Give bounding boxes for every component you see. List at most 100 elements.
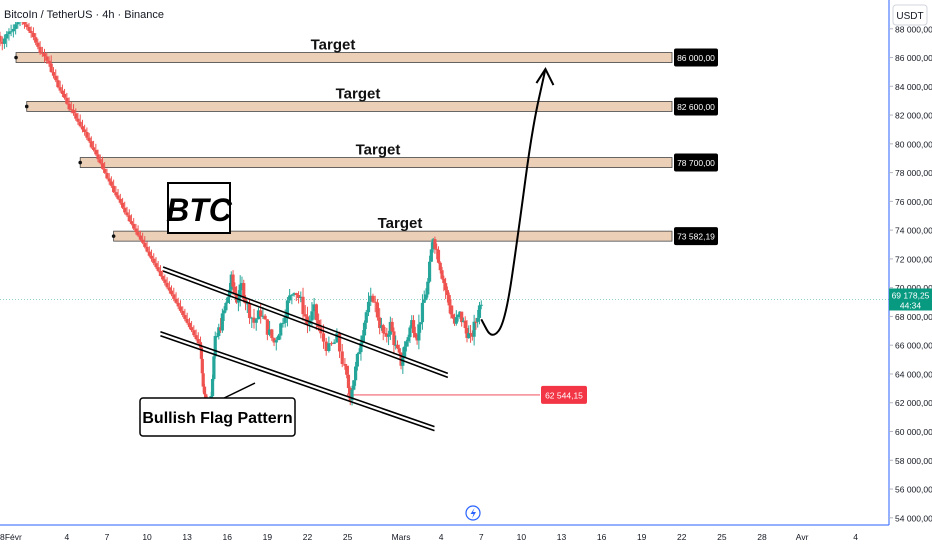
candle-body — [362, 322, 367, 336]
target-price-badge — [674, 153, 718, 172]
candle-body — [265, 319, 269, 335]
candle-body — [449, 305, 453, 315]
time-tick-label: 25 — [717, 532, 727, 542]
candle-body — [444, 283, 448, 291]
candle-body — [468, 333, 473, 335]
candle-body — [85, 132, 89, 138]
candle-body — [49, 63, 53, 73]
candle-body — [231, 274, 235, 287]
candle-body — [120, 202, 125, 208]
candle-body — [385, 333, 389, 337]
candle-body — [58, 87, 62, 91]
candle-body — [222, 310, 226, 314]
candle-body — [355, 353, 359, 367]
candle-body — [143, 242, 147, 247]
price-tick-label: 82 000,00 — [895, 111, 932, 121]
candle-body — [419, 322, 423, 325]
price-tick-label: 54 000,00 — [895, 513, 932, 523]
currency-badge[interactable] — [892, 4, 928, 26]
time-tick-label: 13 — [557, 532, 567, 542]
time-tick-label: Févr — [5, 532, 22, 542]
price-tick-label: 86 000,00 — [895, 53, 932, 63]
candle-body — [217, 327, 221, 336]
candle-body — [388, 321, 392, 335]
candle-body — [40, 52, 44, 54]
candle-body — [238, 284, 242, 298]
candle-body — [167, 287, 171, 291]
current-price-label: 69 178,25 — [892, 290, 930, 300]
candle-body — [174, 298, 178, 303]
candle-body — [397, 348, 401, 353]
target-zone-band[interactable] — [15, 52, 673, 63]
time-tick-label: 22 — [303, 532, 313, 542]
candle-body — [438, 262, 442, 271]
candle-body — [165, 282, 169, 288]
lightning-icon[interactable] — [465, 505, 481, 521]
candle-body — [125, 212, 129, 216]
candle-body — [267, 329, 272, 335]
candle-body — [47, 60, 51, 64]
time-axis[interactable]: 28Févr47101316192225Mars4710131619222528… — [0, 532, 858, 542]
target-label: Target — [378, 215, 423, 232]
candle-body — [335, 333, 339, 343]
time-tick-label: 4 — [439, 532, 444, 542]
candle-body — [14, 24, 18, 29]
candle-body — [9, 31, 13, 33]
candle-body — [149, 255, 154, 259]
candle-body — [433, 239, 437, 249]
candle-body — [417, 324, 421, 341]
candle-body — [60, 90, 65, 94]
price-tick-label: 64 000,00 — [895, 369, 932, 379]
time-tick-label: 16 — [223, 532, 233, 542]
candle-body — [156, 267, 160, 271]
candle-body — [227, 289, 232, 298]
flag-trendline — [160, 330, 435, 428]
flag-trendline — [160, 334, 435, 432]
candle-body — [296, 295, 301, 299]
candle-body — [477, 305, 482, 318]
btc-badge-label: BTC — [166, 192, 233, 228]
time-tick-label: 10 — [142, 532, 152, 542]
candle-body — [152, 258, 156, 264]
candle-body — [352, 380, 356, 390]
candle-body — [210, 378, 215, 397]
candle-body — [178, 306, 183, 311]
candle-body — [327, 343, 331, 352]
candle-body — [427, 261, 432, 282]
candle-body — [116, 195, 120, 199]
flag-trendline — [162, 266, 449, 375]
target-price-label: 86 000,00 — [677, 53, 715, 63]
candle-body — [329, 343, 334, 345]
candle-body — [96, 154, 100, 160]
price-tick-label: 60 000,00 — [895, 427, 932, 437]
candle-body — [67, 103, 71, 110]
candle-body — [252, 317, 256, 323]
candle-body — [401, 357, 405, 366]
candle-body — [74, 113, 78, 119]
candle-body — [94, 149, 98, 155]
candle-body — [100, 163, 105, 169]
candle-body — [383, 333, 387, 335]
projection-path — [480, 68, 547, 336]
candle-body — [261, 315, 265, 317]
target-zone-band[interactable] — [79, 157, 673, 168]
candle-body — [324, 341, 328, 352]
candle-body — [154, 263, 158, 268]
time-tick-label: 7 — [479, 532, 484, 542]
zone-anchor-point — [24, 104, 29, 109]
candle-body — [240, 283, 244, 285]
candle-body — [127, 215, 131, 222]
candle-body — [7, 31, 11, 35]
candle-body — [16, 22, 20, 25]
target-price-badge — [674, 48, 718, 67]
candle-body — [381, 325, 385, 334]
candle-body — [112, 185, 116, 193]
target-zone-band[interactable] — [26, 101, 673, 112]
candle-body — [410, 320, 414, 328]
price-axis[interactable]: 88 000,00 86 000,00 84 000,00 82 000,00 80 0… — [889, 24, 932, 523]
candle-body — [201, 373, 205, 387]
low-price-badge — [541, 385, 587, 404]
candle-body — [364, 312, 368, 323]
